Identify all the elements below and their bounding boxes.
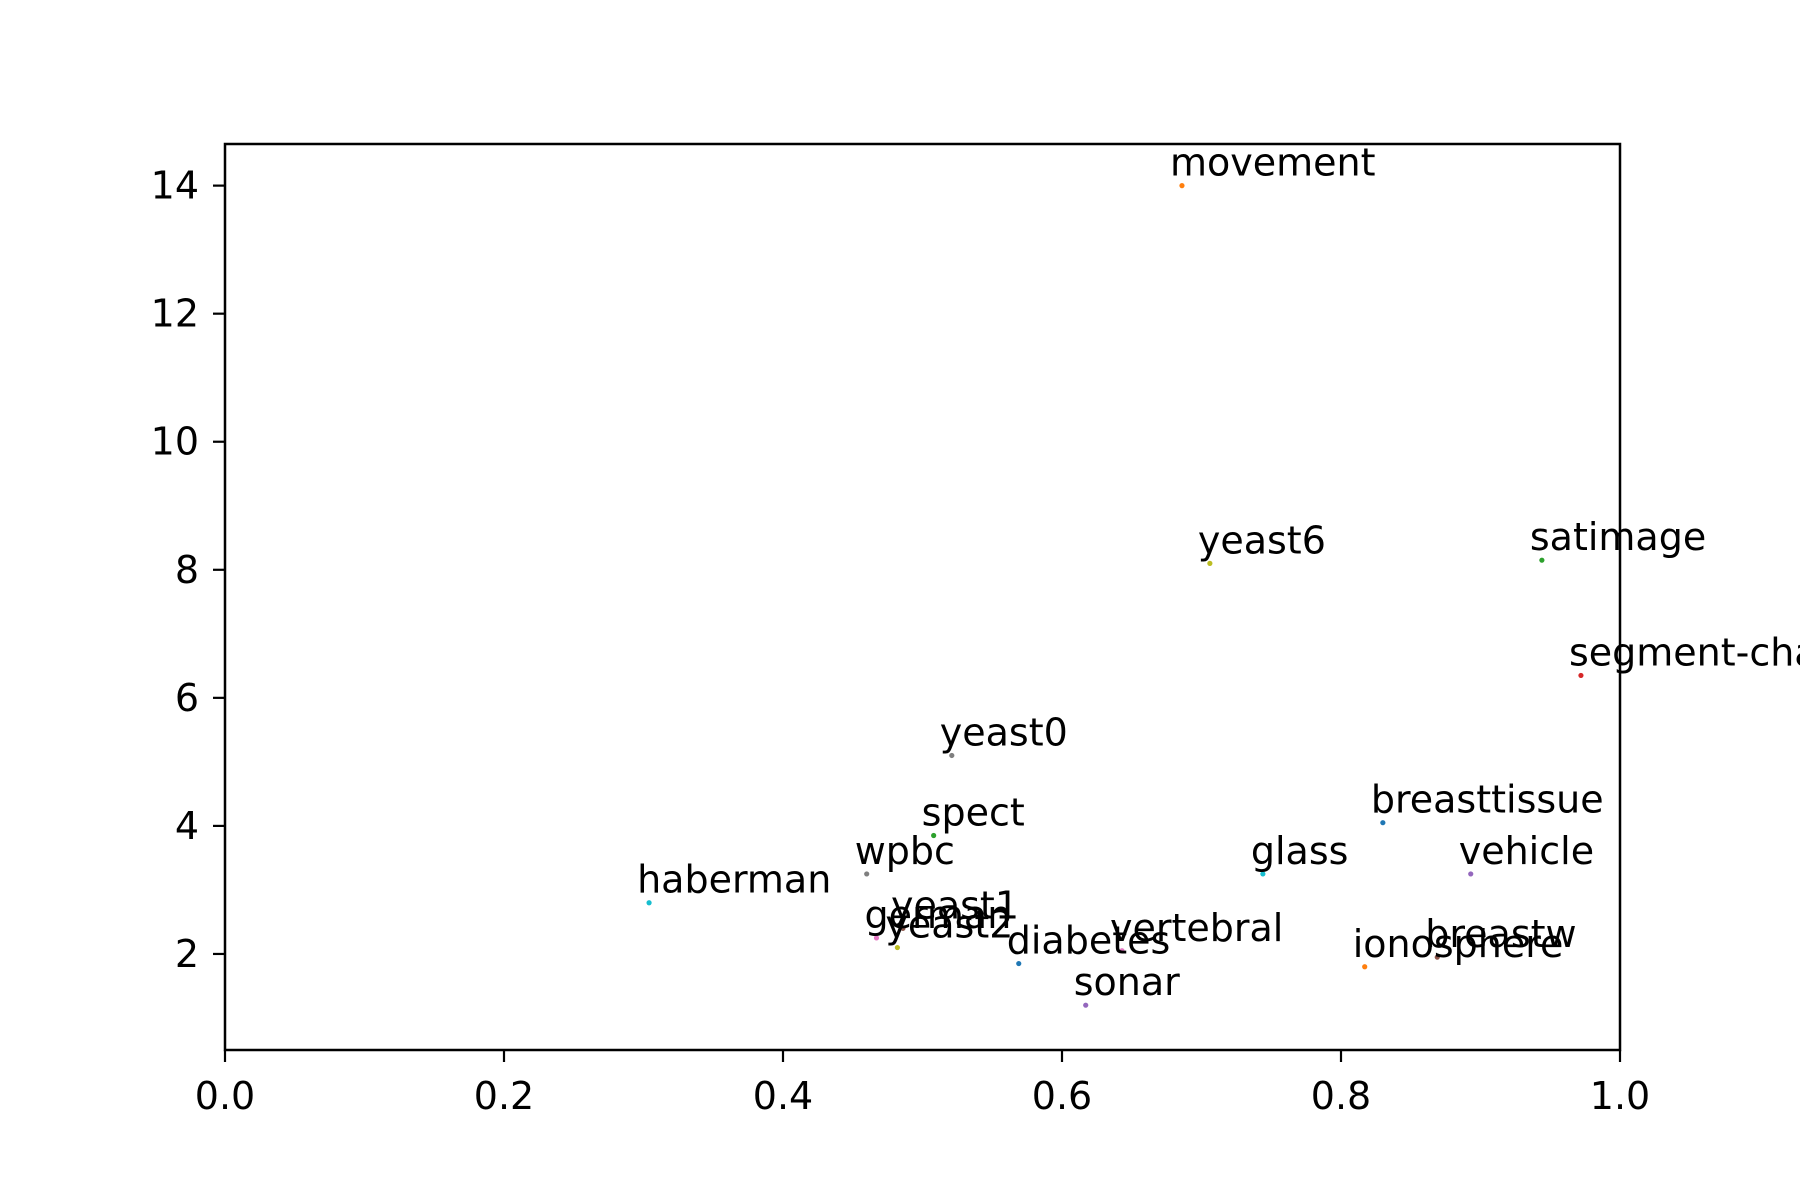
point-label: yeast1 [891,883,1019,927]
data-point [1434,954,1440,960]
point-label: breastw [1425,912,1576,956]
point-label: ionosphere [1353,922,1564,966]
data-point [900,925,906,931]
x-tick-label: 0.8 [1311,1074,1371,1118]
data-point [949,752,955,759]
x-tick-label: 0.2 [474,1074,534,1118]
data-point [1207,560,1213,566]
data-point [864,871,870,877]
y-tick-label: 10 [151,420,199,464]
point-label: haberman [637,858,831,902]
y-tick-label: 6 [175,676,199,720]
x-tick-label: 1.0 [1590,1074,1650,1118]
point-label: yeast0 [940,710,1068,754]
data-point [1016,960,1022,967]
data-point [1468,871,1474,877]
data-point [1578,672,1584,679]
point-label: segment-challenge [1569,630,1800,674]
point-label: satimage [1530,515,1706,559]
y-tick-label: 12 [151,292,199,336]
y-tick-label: 14 [151,164,199,208]
point-label: wpbc [855,829,955,873]
point-label: glass [1251,829,1349,873]
data-point [1539,557,1545,563]
plot-frame [223,142,1622,1052]
data-point [646,900,652,906]
y-tick-label: 8 [175,548,199,592]
point-label: german [864,893,1011,937]
x-tick-label: 0.0 [195,1074,255,1118]
point-label: vertebral [1110,906,1283,950]
data-point [1179,183,1185,189]
x-tick-label: 0.4 [753,1074,813,1118]
data-point [873,935,880,941]
data-point [894,944,900,951]
y-tick-label: 4 [175,804,199,848]
plot-layer: movement yeast6 satimage segment-challenge y… [637,141,1800,1008]
x-axis-ticks: 0.0 0.2 0.4 0.6 0.8 1.0 [195,1050,1650,1118]
y-tick-label: 2 [175,932,199,976]
point-label: breasttissue [1371,778,1604,822]
x-tick-label: 0.6 [1032,1074,1092,1118]
point-label: diabetes [1007,919,1171,963]
data-point [1119,948,1125,954]
data-point [1362,964,1368,970]
data-point [931,832,937,839]
point-label: movement [1170,141,1376,185]
data-point [1260,871,1266,877]
data-point [1083,1002,1089,1008]
point-label: vehicle [1459,829,1594,873]
data-point [1380,820,1386,826]
y-axis-ticks: 2 4 6 8 10 12 14 [151,164,225,976]
point-label: sonar [1074,960,1180,1004]
point-label: spect [922,791,1025,835]
point-label: yeast6 [1198,518,1326,562]
point-label: yeast2 [885,903,1013,947]
